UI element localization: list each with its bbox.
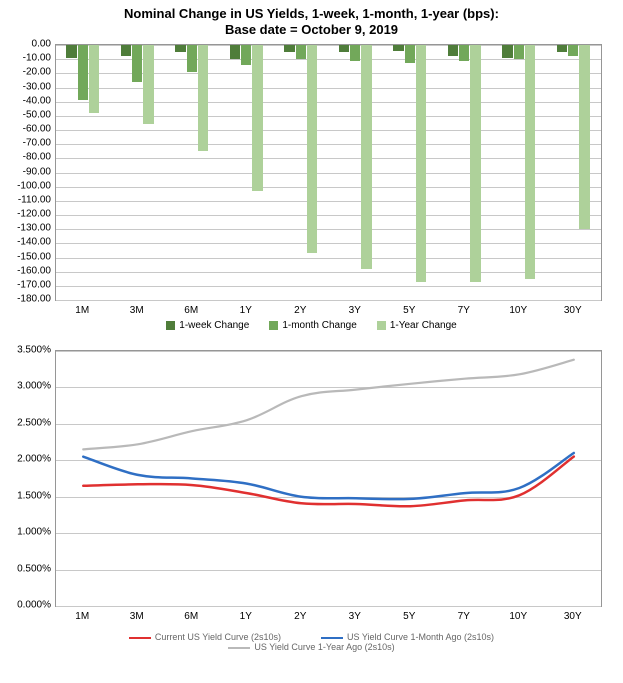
- line-chart: 0.000% 0.500% 1.000% 1.500% 2.000% 2.500% 3.00…: [0, 0, 623, 683]
- line-svg: [56, 351, 601, 606]
- line-ytick-label: 3.000%: [0, 381, 51, 392]
- line-ytick-label: 3.500%: [0, 345, 51, 356]
- line-gridline: [56, 606, 601, 607]
- line-legend: Current US Yield Curve (2s10s)US Yield C…: [0, 632, 623, 652]
- line-ytick-label: 2.500%: [0, 417, 51, 428]
- line-xtick-label: 2Y: [294, 611, 306, 622]
- line-xtick-label: 1Y: [240, 611, 252, 622]
- line-xtick-label: 5Y: [403, 611, 415, 622]
- line-xtick-label: 1M: [75, 611, 89, 622]
- line-us-yield-curve-1-year-ago-2s10s-: [83, 360, 574, 450]
- line-us-yield-curve-1-month-ago-2s10s-: [83, 453, 574, 499]
- legend-line-swatch: [321, 637, 343, 639]
- line-legend-item: US Yield Curve 1-Month Ago (2s10s): [321, 632, 494, 642]
- line-xtick-label: 10Y: [509, 611, 527, 622]
- legend-line-swatch: [228, 647, 250, 649]
- line-xtick-label: 3Y: [349, 611, 361, 622]
- line-ytick-label: 0.500%: [0, 563, 51, 574]
- line-xtick-label: 3M: [130, 611, 144, 622]
- legend-line-swatch: [129, 637, 151, 639]
- line-xtick-label: 30Y: [564, 611, 582, 622]
- line-ytick-label: 0.000%: [0, 600, 51, 611]
- line-ytick-label: 2.000%: [0, 454, 51, 465]
- line-legend-item: US Yield Curve 1-Year Ago (2s10s): [228, 642, 394, 652]
- line-xtick-label: 6M: [184, 611, 198, 622]
- line-ytick-label: 1.000%: [0, 527, 51, 538]
- line-ytick-label: 1.500%: [0, 490, 51, 501]
- line-plot-area: [55, 350, 602, 607]
- line-xtick-label: 7Y: [458, 611, 470, 622]
- line-legend-item: Current US Yield Curve (2s10s): [129, 632, 281, 642]
